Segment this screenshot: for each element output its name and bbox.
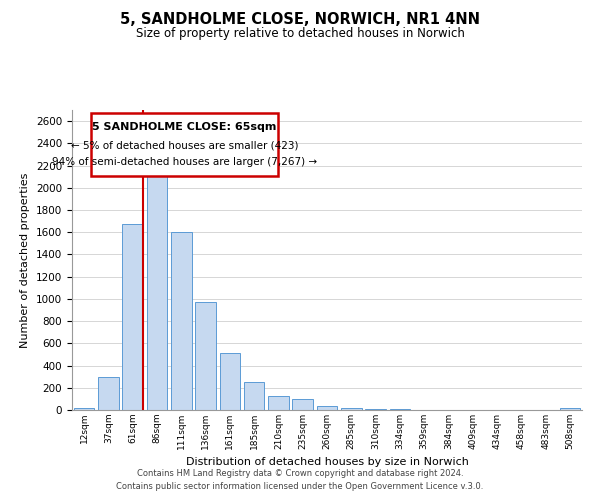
Bar — [195, 302, 216, 410]
Text: 5 SANDHOLME CLOSE: 65sqm: 5 SANDHOLME CLOSE: 65sqm — [92, 122, 277, 132]
Text: 94% of semi-detached houses are larger (7,267) →: 94% of semi-detached houses are larger (… — [52, 156, 317, 166]
Bar — [98, 376, 119, 410]
Text: Contains public sector information licensed under the Open Government Licence v.: Contains public sector information licen… — [116, 482, 484, 491]
Text: Contains HM Land Registry data © Crown copyright and database right 2024.: Contains HM Land Registry data © Crown c… — [137, 468, 463, 477]
Bar — [122, 224, 143, 410]
Bar — [292, 399, 313, 410]
FancyBboxPatch shape — [91, 114, 278, 176]
Text: 5, SANDHOLME CLOSE, NORWICH, NR1 4NN: 5, SANDHOLME CLOSE, NORWICH, NR1 4NN — [120, 12, 480, 28]
Bar — [244, 382, 265, 410]
Bar — [74, 408, 94, 410]
Bar — [268, 396, 289, 410]
X-axis label: Distribution of detached houses by size in Norwich: Distribution of detached houses by size … — [185, 458, 469, 468]
Bar — [146, 174, 167, 410]
Y-axis label: Number of detached properties: Number of detached properties — [20, 172, 31, 348]
Bar — [560, 408, 580, 410]
Text: Size of property relative to detached houses in Norwich: Size of property relative to detached ho… — [136, 28, 464, 40]
Bar — [220, 354, 240, 410]
Bar — [317, 406, 337, 410]
Bar — [365, 409, 386, 410]
Bar — [171, 232, 191, 410]
Text: ← 5% of detached houses are smaller (423): ← 5% of detached houses are smaller (423… — [71, 140, 298, 150]
Bar — [341, 408, 362, 410]
